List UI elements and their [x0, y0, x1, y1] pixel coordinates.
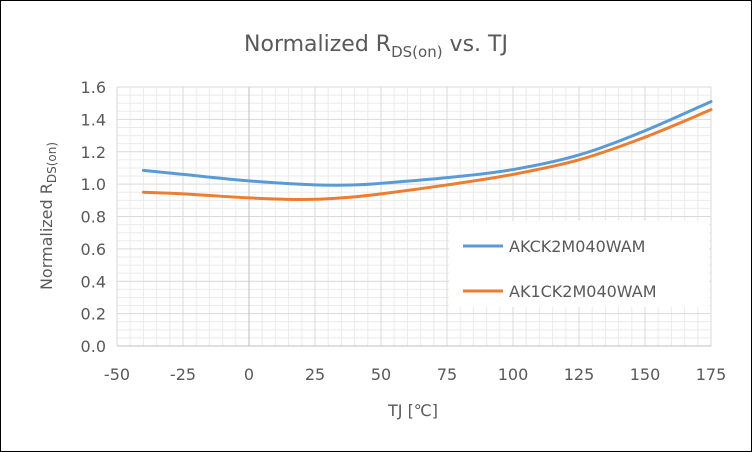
x-tick-label: -50: [104, 365, 130, 384]
y-tick-label: 0.0: [81, 337, 106, 356]
legend-label-akck2m040wam: AKCK2M040WAM: [509, 237, 645, 256]
x-tick-label: 0: [244, 365, 254, 384]
axes: [117, 87, 711, 347]
legend: AKCK2M040WAM AK1CK2M040WAM: [449, 221, 709, 307]
legend-label-ak1ck2m040wam: AK1CK2M040WAM: [509, 282, 657, 301]
y-tick-label: 0.4: [81, 272, 106, 291]
series-lines: [141, 100, 713, 202]
y-axis-title: Normalized RDS(on): [37, 142, 59, 290]
x-tick-label: 75: [437, 365, 457, 384]
y-tick-label: 1.4: [81, 110, 106, 129]
y-tick-label: 1.0: [81, 175, 106, 194]
chart-title: Normalized RDS(on) vs. TJ: [244, 32, 508, 61]
series-line-ak1ck2m040wam: [141, 108, 713, 202]
y-tick-label: 0.2: [81, 305, 106, 324]
y-tick-label: 1.6: [81, 78, 106, 97]
x-tick-label: 150: [630, 365, 661, 384]
y-tick-label: 0.6: [81, 240, 106, 259]
x-tick-label: -25: [170, 365, 196, 384]
x-axis-title: TJ [℃]: [387, 401, 438, 420]
x-tick-label: 125: [564, 365, 595, 384]
x-tick-label: 50: [371, 365, 391, 384]
series-line-akck2m040wam: [141, 100, 713, 187]
x-tick-label: 175: [696, 365, 727, 384]
x-tick-label: 100: [498, 365, 529, 384]
x-tick-label: 25: [305, 365, 325, 384]
gridlines: [116, 86, 712, 347]
legend-box: [449, 221, 709, 307]
y-tick-label: 1.2: [81, 143, 106, 162]
y-tick-label: 0.8: [81, 208, 106, 227]
y-tick-labels: 0.0 0.2 0.4 0.6 0.8 1.0 1.2 1.4 1.6: [81, 78, 106, 356]
x-tick-labels: -50 -25 0 25 50 75 100 125 150 175: [104, 365, 726, 384]
